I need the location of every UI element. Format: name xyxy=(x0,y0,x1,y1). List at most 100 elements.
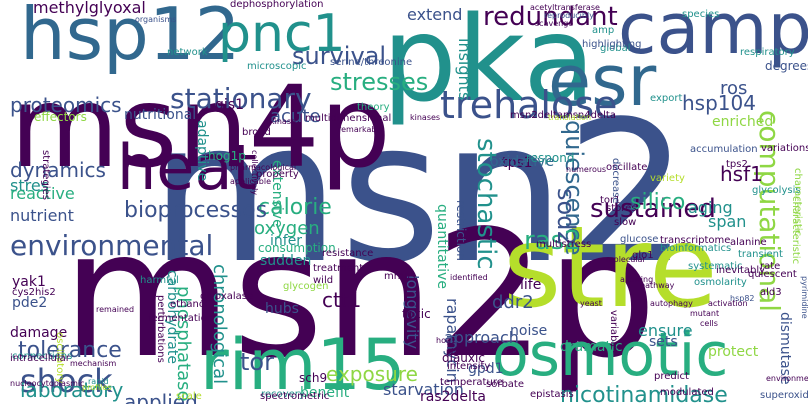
word: computational xyxy=(753,110,786,313)
word: recovery xyxy=(261,389,305,400)
word: bioinformatics xyxy=(660,243,732,254)
word: quantitative xyxy=(434,204,450,289)
word: ctt1 xyxy=(322,288,362,312)
word: oxygen xyxy=(254,218,320,239)
word: decrease xyxy=(610,158,621,204)
word: oxidative xyxy=(490,154,555,170)
word: pka xyxy=(382,0,596,128)
word: property xyxy=(256,169,299,180)
word: stores xyxy=(606,203,637,214)
word: scavenge xyxy=(535,19,574,28)
word: ros xyxy=(720,78,748,99)
word: wild xyxy=(313,275,334,286)
word: variable xyxy=(608,310,619,351)
word: cys2his2 xyxy=(12,287,56,298)
word: methylglyoxal xyxy=(33,0,146,17)
word: applied xyxy=(124,390,198,404)
word: strategies xyxy=(40,150,51,200)
word: sorbate xyxy=(486,379,524,390)
word: diauxic xyxy=(442,351,485,365)
word: rapid xyxy=(88,377,109,386)
word: survival xyxy=(292,42,387,70)
word: network xyxy=(167,47,208,58)
word: chronological xyxy=(209,264,230,385)
word: cells xyxy=(700,319,718,328)
word: variety xyxy=(650,173,685,184)
word: accumulation xyxy=(690,144,758,155)
word: transient xyxy=(738,249,783,260)
word: quiescent xyxy=(748,269,797,280)
word: exposure xyxy=(326,362,418,386)
word: mutant xyxy=(690,309,720,318)
word: effectors xyxy=(34,110,87,124)
word: infer xyxy=(270,233,303,249)
word: calorie xyxy=(258,195,332,220)
word: respiratory xyxy=(740,47,795,58)
word: remarkably xyxy=(338,125,384,134)
word: ensure xyxy=(638,321,693,340)
word: sets xyxy=(649,334,678,350)
word: hsf1 xyxy=(720,162,763,186)
word: rim15 xyxy=(200,324,406,404)
word: oscillate xyxy=(606,162,648,173)
word: benefit xyxy=(300,385,350,401)
word: translation xyxy=(548,113,592,122)
word: sudden xyxy=(260,253,312,269)
word: tps1 xyxy=(502,155,533,171)
word: epistasis xyxy=(530,389,574,400)
word: hog1 xyxy=(436,336,457,345)
word: nucleocytoplasmic xyxy=(10,379,85,388)
word: numerous xyxy=(566,165,607,174)
word: hubs xyxy=(265,301,299,317)
word: transcriptome xyxy=(660,235,731,246)
word: ald3 xyxy=(760,287,782,298)
word: reactive xyxy=(10,184,75,203)
word: heat xyxy=(117,131,257,204)
word: restriction xyxy=(454,200,468,261)
word: toxic xyxy=(402,307,431,321)
word: bioprocesses xyxy=(124,198,268,223)
word: highlighting xyxy=(582,39,642,50)
word: connections xyxy=(12,351,73,362)
word: multidimensional xyxy=(305,113,392,124)
word: profiles xyxy=(82,383,112,392)
word: tor xyxy=(240,348,274,376)
word: inevitably xyxy=(716,265,766,276)
word: remained xyxy=(96,305,135,314)
word: trehalose xyxy=(440,83,618,127)
word: esr xyxy=(548,40,657,122)
word: protect xyxy=(708,344,759,360)
word: yak1 xyxy=(12,274,46,290)
word: hsp82 xyxy=(730,294,755,303)
word: ras2delta xyxy=(420,389,486,404)
word: broad xyxy=(242,127,271,138)
word: silico xyxy=(630,190,686,215)
word: tor1 xyxy=(600,195,621,206)
word: laboratory xyxy=(20,378,124,402)
word: pnc1 xyxy=(218,4,346,64)
word: applicable xyxy=(230,177,272,186)
word: reproducibly xyxy=(544,11,594,20)
word: multistress xyxy=(536,239,592,250)
word: consumption xyxy=(258,241,336,255)
word: shock xyxy=(20,362,113,400)
word: ethanol xyxy=(170,299,208,310)
word: mrnas xyxy=(384,271,416,282)
word: pathway xyxy=(640,281,675,290)
word: rate xyxy=(760,261,781,272)
word: ras2 xyxy=(524,226,581,256)
word: alanine xyxy=(730,237,767,248)
word: molecular xyxy=(606,255,646,264)
word: span xyxy=(708,212,747,231)
word: treatment xyxy=(313,263,364,274)
word: life xyxy=(520,277,542,293)
word: theory xyxy=(357,102,390,113)
word: redundant xyxy=(483,2,618,32)
word: stationary xyxy=(170,82,312,115)
word: ddr2 xyxy=(492,292,534,313)
word: acetyltransferase xyxy=(530,3,600,12)
word: collectively xyxy=(250,150,259,196)
word: proteomics xyxy=(10,93,122,117)
